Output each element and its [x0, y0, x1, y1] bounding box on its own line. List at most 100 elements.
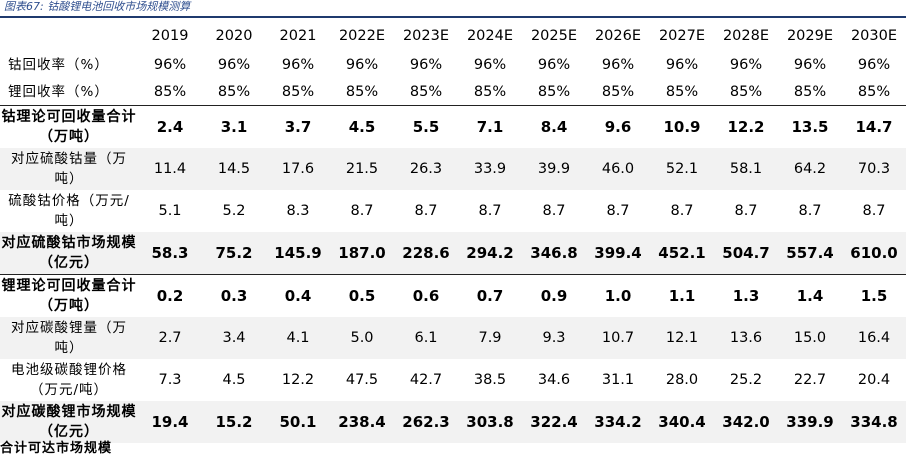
- table-cell: 85%: [345, 83, 379, 100]
- table-cell: 8.7: [414, 203, 438, 219]
- table-cell: 452.1: [650, 232, 714, 275]
- table-cell: 8.7: [478, 203, 502, 219]
- table-cell: 26.3: [394, 148, 458, 190]
- row-label: 硫酸钴价格（万元/吨）: [8, 193, 130, 229]
- lithium-carbonate-market-size-row: 对应碳酸锂市场规模（亿元） 19.4 15.2 50.1 238.4 262.3…: [0, 401, 906, 443]
- lithium-recovery-rate-row: 锂回收率（%） 85% 85% 85% 85% 85% 85% 85% 85% …: [0, 78, 906, 106]
- table-cell: 96%: [729, 56, 763, 73]
- table-cell: 1.0: [586, 274, 650, 317]
- table-cell: 85%: [153, 83, 187, 100]
- table-cell: 96%: [537, 56, 571, 73]
- table-cell: 5.0: [330, 317, 394, 359]
- table-cell: 9.6: [586, 105, 650, 148]
- year-header: 2030E: [850, 28, 898, 44]
- table-cell: 96%: [217, 56, 251, 73]
- table-cell: 339.9: [778, 401, 842, 443]
- table-cell: 5.5: [394, 105, 458, 148]
- table-cell: 294.2: [458, 232, 522, 275]
- table-cell: 399.4: [586, 232, 650, 275]
- row-label: 钴理论可回收量合计（万吨）: [0, 105, 138, 148]
- table-cell: 4.5: [222, 372, 246, 388]
- table-cell: 1.3: [714, 274, 778, 317]
- table-cell: 46.0: [586, 148, 650, 190]
- year-header: 2023E: [402, 28, 450, 44]
- table-cell: 557.4: [778, 232, 842, 275]
- table-cell: 8.4: [522, 105, 586, 148]
- table-cell: 52.1: [650, 148, 714, 190]
- year-header: 2020: [215, 28, 253, 44]
- row-label: 对应硫酸钴量（万吨）: [0, 148, 138, 190]
- table-cell: 85%: [601, 83, 635, 100]
- year-header: 2028E: [722, 28, 770, 44]
- table-cell: 96%: [665, 56, 699, 73]
- table-cell: 85%: [409, 83, 443, 100]
- table-cell: 64.2: [778, 148, 842, 190]
- table-cell: 96%: [153, 56, 187, 73]
- header-row: 2019 2020 2021 2022E 2023E 2024E 2025E 2…: [0, 21, 906, 51]
- table-cell: 85%: [857, 83, 891, 100]
- table-cell: 610.0: [842, 232, 906, 275]
- table-cell: 15.0: [778, 317, 842, 359]
- table-cell: 85%: [537, 83, 571, 100]
- table-cell: 8.7: [798, 203, 822, 219]
- year-header: 2029E: [786, 28, 834, 44]
- table-cell: 10.9: [650, 105, 714, 148]
- table-cell: 8.7: [862, 203, 886, 219]
- table-cell: 0.2: [138, 274, 202, 317]
- table-cell: 38.5: [473, 372, 507, 388]
- table-cell: 334.2: [586, 401, 650, 443]
- table-cell: 4.5: [330, 105, 394, 148]
- table-cell: 50.1: [266, 401, 330, 443]
- table-cell: 1.4: [778, 274, 842, 317]
- caption-divider: [0, 16, 906, 18]
- table-cell: 0.9: [522, 274, 586, 317]
- table-cell: 96%: [281, 56, 315, 73]
- row-label: 对应硫酸钴市场规模（亿元）: [0, 232, 138, 275]
- lithium-carbonate-volume-row: 对应碳酸锂量（万吨） 2.7 3.4 4.1 5.0 6.1 7.9 9.3 1…: [0, 317, 906, 359]
- table-cell: 16.4: [842, 317, 906, 359]
- table-cell: 21.5: [330, 148, 394, 190]
- table-cell: 9.3: [522, 317, 586, 359]
- table-cell: 70.3: [842, 148, 906, 190]
- table-cell: 238.4: [330, 401, 394, 443]
- table-cell: 20.4: [857, 372, 891, 388]
- table-cell: 96%: [473, 56, 507, 73]
- table-cell: 8.7: [606, 203, 630, 219]
- table-cell: 187.0: [330, 232, 394, 275]
- table-cell: 14.7: [842, 105, 906, 148]
- table-cell: 42.7: [409, 372, 443, 388]
- recycling-market-table: 2019 2020 2021 2022E 2023E 2024E 2025E 2…: [0, 21, 906, 443]
- table-cell: 15.2: [202, 401, 266, 443]
- year-header: 2027E: [658, 28, 706, 44]
- table-cell: 1.5: [842, 274, 906, 317]
- cobalt-sulfate-market-size-row: 对应硫酸钴市场规模（亿元） 58.3 75.2 145.9 187.0 228.…: [0, 232, 906, 275]
- table-cell: 340.4: [650, 401, 714, 443]
- table-cell: 22.7: [793, 372, 827, 388]
- year-header: 2019: [151, 28, 189, 44]
- table-cell: 5.1: [158, 203, 182, 219]
- year-header: 2024E: [466, 28, 514, 44]
- cobalt-recoverable-total-row: 钴理论可回收量合计（万吨） 2.4 3.1 3.7 4.5 5.5 7.1 8.…: [0, 105, 906, 148]
- table-cell: 8.3: [286, 203, 310, 219]
- table-cell: 322.4: [522, 401, 586, 443]
- table-cell: 228.6: [394, 232, 458, 275]
- table-cell: 85%: [729, 83, 763, 100]
- year-header: 2021: [279, 28, 317, 44]
- table-cell: 0.3: [202, 274, 266, 317]
- table-cell: 262.3: [394, 401, 458, 443]
- table-cell: 85%: [793, 83, 827, 100]
- figure-caption: 图表67: 钴酸锂电池回收市场规模测算: [4, 0, 191, 13]
- table-cell: 0.5: [330, 274, 394, 317]
- table-cell: 34.6: [537, 372, 571, 388]
- table-cell: 12.2: [714, 105, 778, 148]
- table-cell: 12.1: [650, 317, 714, 359]
- table-cell: 2.7: [138, 317, 202, 359]
- table-cell: 7.3: [158, 372, 182, 388]
- table-cell: 0.7: [458, 274, 522, 317]
- year-header: 2022E: [338, 28, 386, 44]
- table-cell: 28.0: [665, 372, 699, 388]
- table-cell: 31.1: [601, 372, 635, 388]
- row-label: 锂理论可回收量合计（万吨）: [0, 274, 138, 317]
- table-cell: 12.2: [281, 372, 315, 388]
- table-cell: 85%: [473, 83, 507, 100]
